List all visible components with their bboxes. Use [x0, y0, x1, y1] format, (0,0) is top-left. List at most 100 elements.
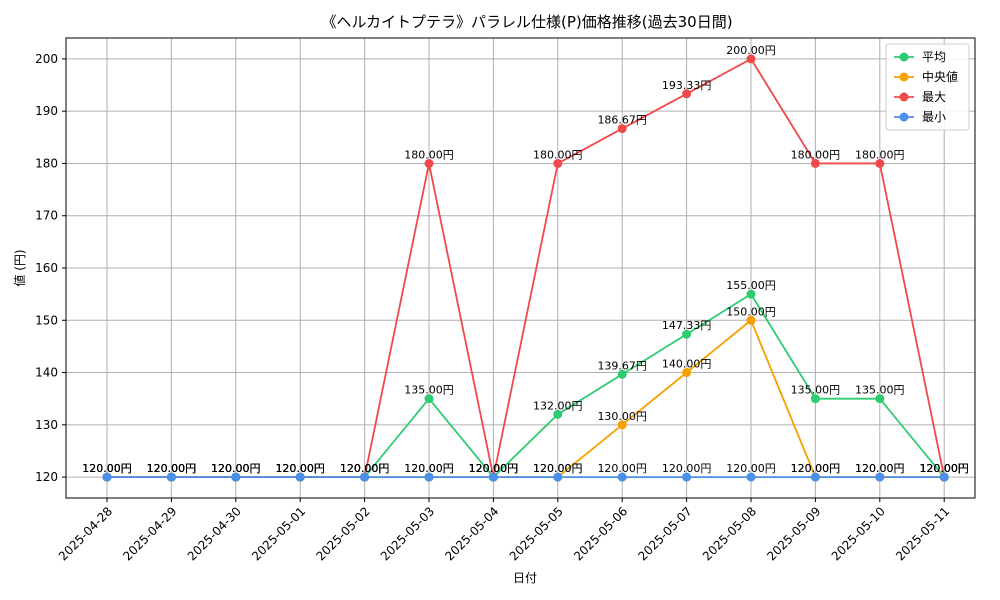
data-label: 135.00円 — [404, 384, 454, 397]
data-label: 120.00円 — [469, 462, 519, 475]
data-label: 120.00円 — [275, 462, 325, 475]
data-label: 120.00円 — [404, 462, 454, 475]
y-tick-label: 120 — [35, 470, 58, 484]
data-point — [746, 472, 756, 482]
x-tick-label: 2025-05-07 — [636, 504, 695, 563]
chart-title: 《ヘルカイトプテラ》パラレル仕様(P)価格推移(過去30日間) — [321, 13, 732, 31]
data-point — [553, 158, 563, 168]
x-tick-label: 2025-05-08 — [700, 504, 759, 563]
data-point — [939, 472, 949, 482]
data-label: 180.00円 — [404, 148, 454, 161]
x-tick-label: 2025-04-30 — [185, 504, 244, 563]
data-point — [682, 368, 692, 378]
data-label: 120.00円 — [211, 462, 261, 475]
data-label: 120.00円 — [147, 462, 197, 475]
x-axis: 2025-04-28 2025-04-29 2025-04-30 2025-05-01… — [56, 498, 952, 563]
data-point — [295, 472, 305, 482]
data-label: 140.00円 — [662, 358, 712, 371]
data-point — [360, 472, 370, 482]
data-point — [746, 54, 756, 64]
data-point — [875, 472, 885, 482]
x-tick-label: 2025-05-09 — [764, 504, 823, 563]
y-tick-label: 160 — [35, 261, 58, 275]
data-label: 120.00円 — [275, 462, 325, 475]
data-label: 120.00円 — [211, 462, 261, 475]
data-point — [553, 409, 563, 419]
data-label: 120.00円 — [147, 462, 197, 475]
data-label: 120.00円 — [211, 462, 261, 475]
data-point — [682, 329, 692, 339]
data-point — [166, 472, 176, 482]
data-point — [617, 369, 627, 379]
x-tick-label: 2025-05-04 — [442, 504, 501, 563]
data-label: 120.00円 — [791, 462, 841, 475]
data-label: 120.00円 — [855, 462, 905, 475]
data-label: 120.00円 — [919, 462, 969, 475]
data-label: 147.33円 — [662, 319, 712, 332]
data-label: 120.00円 — [275, 462, 325, 475]
data-label: 135.00円 — [855, 384, 905, 397]
data-label: 120.00円 — [82, 462, 132, 475]
y-tick-label: 140 — [35, 366, 58, 380]
y-axis: 120 130 140 150 160 170 180 190 200 — [35, 52, 66, 484]
data-label: 120.00円 — [726, 462, 776, 475]
data-label: 120.00円 — [340, 462, 390, 475]
x-tick-label: 2025-05-01 — [249, 504, 308, 563]
y-tick-label: 180 — [35, 156, 58, 170]
legend-box — [885, 43, 970, 131]
data-label: 120.00円 — [211, 462, 261, 475]
legend-swatch-marker — [899, 72, 909, 82]
data-point — [617, 124, 627, 134]
data-label: 132.00円 — [533, 399, 583, 412]
data-label: 180.00円 — [791, 148, 841, 161]
data-point — [424, 394, 434, 404]
data-point — [746, 289, 756, 299]
data-label: 120.00円 — [469, 462, 519, 475]
data-point — [875, 394, 885, 404]
data-point — [746, 315, 756, 325]
y-tick-label: 200 — [35, 52, 58, 66]
legend-label: 平均 — [922, 50, 946, 64]
series-group — [102, 54, 949, 482]
data-label: 120.00円 — [340, 462, 390, 475]
data-label: 155.00円 — [726, 279, 776, 292]
data-label: 186.67円 — [597, 114, 647, 127]
data-label: 120.00円 — [340, 462, 390, 475]
data-label: 120.00円 — [533, 462, 583, 475]
data-label: 180.00円 — [855, 148, 905, 161]
data-point — [617, 472, 627, 482]
data-point — [553, 472, 563, 482]
legend-item: 最大 — [894, 90, 946, 104]
x-tick-label: 2025-04-29 — [120, 504, 179, 563]
data-label: 139.67円 — [597, 359, 647, 372]
data-label: 120.00円 — [533, 462, 583, 475]
series-4 — [102, 472, 949, 482]
data-label: 120.00円 — [469, 462, 519, 475]
data-label: 120.00円 — [404, 462, 454, 475]
data-label: 120.00円 — [275, 462, 325, 475]
data-label: 120.00円 — [662, 462, 712, 475]
legend-swatch-marker — [899, 112, 909, 122]
legend-label: 中央値 — [922, 69, 958, 84]
x-tick-label: 2025-05-03 — [378, 504, 437, 563]
data-label: 120.00円 — [340, 462, 390, 475]
x-tick-label: 2025-05-06 — [571, 504, 630, 563]
y-tick-label: 190 — [35, 104, 58, 118]
data-label: 180.00円 — [533, 148, 583, 161]
grid — [66, 38, 975, 498]
y-tick-label: 150 — [35, 313, 58, 327]
data-label: 120.00円 — [791, 462, 841, 475]
y-tick-label: 130 — [35, 418, 58, 432]
x-tick-label: 2025-05-11 — [893, 504, 952, 563]
data-label: 120.00円 — [469, 462, 519, 475]
data-point — [231, 472, 241, 482]
x-tick-label: 2025-05-02 — [314, 504, 373, 563]
data-label: 135.00円 — [791, 384, 841, 397]
data-point — [810, 394, 820, 404]
data-label: 120.00円 — [855, 462, 905, 475]
data-label: 193.33円 — [662, 79, 712, 92]
data-point — [488, 472, 498, 482]
data-point — [424, 472, 434, 482]
